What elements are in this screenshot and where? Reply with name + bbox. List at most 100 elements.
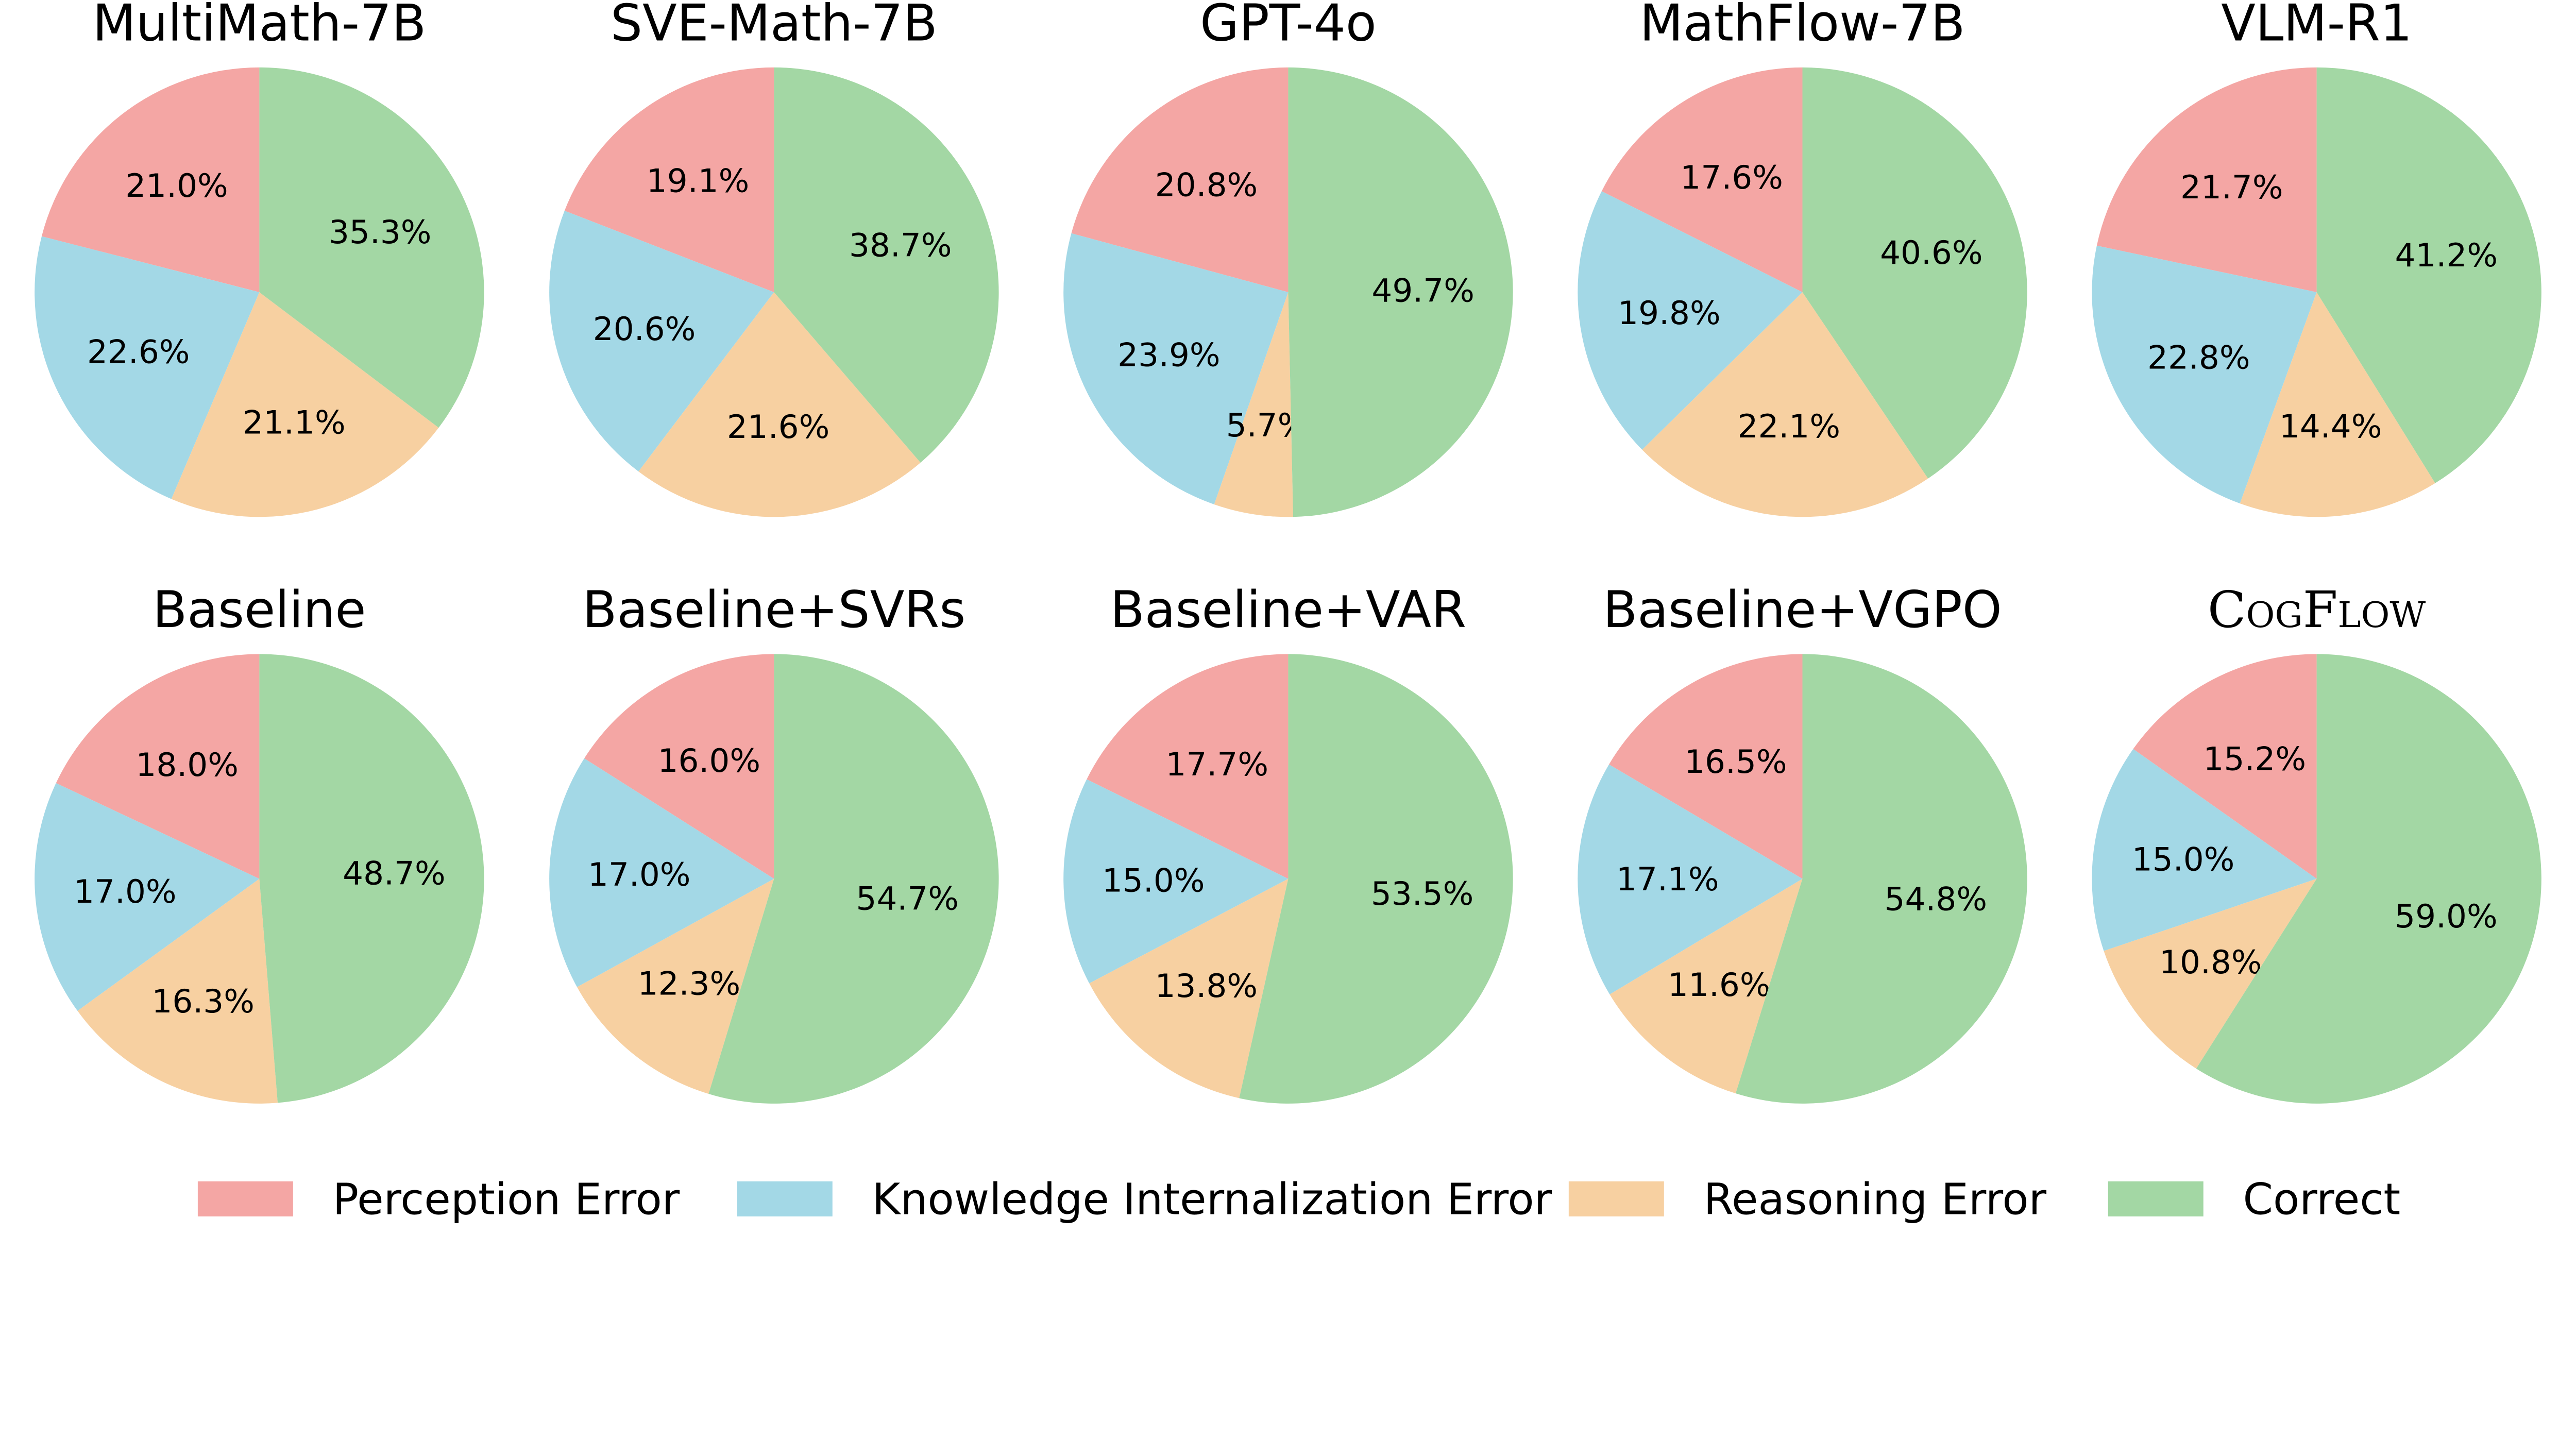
slice-label: 10.8% xyxy=(2159,943,2262,981)
slice-correct xyxy=(1288,67,1513,517)
slice-label: 22.6% xyxy=(87,333,190,370)
pie-baseline: Baseline 18.0% 17.0% 16.3% 48.7% xyxy=(35,581,484,1104)
legend-swatch xyxy=(1568,1181,1664,1216)
slice-label: 54.8% xyxy=(1885,880,1988,918)
slice-label: 16.0% xyxy=(658,742,760,780)
slice-label: 40.6% xyxy=(1880,234,1983,272)
slice-label: 15.0% xyxy=(1102,861,1205,899)
slice-label: 17.7% xyxy=(1166,746,1269,783)
pie-title: MathFlow-7B xyxy=(1640,0,1965,53)
slice-label: 17.6% xyxy=(1680,159,1783,196)
pie-title: Baseline+SVRs xyxy=(582,581,965,639)
pie-sve-math-7b: SVE-Math-7B 19.1% 20.6% 21.6% 38.7% xyxy=(549,0,999,517)
slice-label: 19.1% xyxy=(647,162,749,200)
legend-label: Correct xyxy=(2243,1174,2401,1225)
slice-perception-error xyxy=(2133,654,2317,879)
pie-chart-grid: MultiMath-7B 21.0% 22.6% 21.1% 35.3% SVE-Math… xyxy=(35,0,2541,1225)
slice-correct xyxy=(1239,654,1513,1104)
slice-reasoning-error xyxy=(171,292,439,517)
slice-correct xyxy=(1802,67,2027,479)
slice-label: 14.4% xyxy=(2279,408,2382,445)
slice-reasoning-error xyxy=(1214,292,1294,517)
slice-correct xyxy=(1735,654,2027,1104)
slice-reasoning-error xyxy=(1089,878,1289,1098)
slice-perception-error xyxy=(1087,654,1289,879)
pie-cogflow: CogFlow 15.2% 15.0% 10.8% 59.0% xyxy=(2092,581,2541,1104)
slice-correct xyxy=(708,654,999,1104)
legend-swatch xyxy=(737,1181,833,1216)
pie-title: Baseline xyxy=(152,581,366,639)
slice-knowledge-internalization-error xyxy=(1578,191,1803,450)
legend-swatch xyxy=(2108,1181,2204,1216)
pie-baseline-vgpo: Baseline+VGPO 16.5% 17.1% 11.6% 54.8% xyxy=(1578,581,2027,1104)
legend-label: Knowledge Internalization Error xyxy=(872,1174,1552,1225)
slice-correct xyxy=(259,654,484,1103)
slice-label: 16.5% xyxy=(1684,743,1787,781)
slice-reasoning-error xyxy=(2104,878,2317,1069)
slice-label: 41.2% xyxy=(2395,236,2498,274)
slice-reasoning-error xyxy=(1609,878,1803,1094)
slice-knowledge-internalization-error xyxy=(2092,245,2317,504)
slice-label: 12.3% xyxy=(638,965,741,1002)
slice-perception-error xyxy=(2096,67,2317,293)
slice-label: 21.0% xyxy=(125,167,228,205)
slice-correct xyxy=(2316,67,2541,483)
pie-title: VLM-R1 xyxy=(2221,0,2412,53)
pie-title: GPT-4o xyxy=(1200,0,1377,53)
slice-knowledge-internalization-error xyxy=(35,236,260,499)
slice-label: 23.9% xyxy=(1117,336,1220,374)
pie-multimath-7b: MultiMath-7B 21.0% 22.6% 21.1% 35.3% xyxy=(35,0,484,517)
slice-label: 21.1% xyxy=(243,403,345,441)
slice-label: 16.3% xyxy=(151,983,254,1020)
slice-knowledge-internalization-error xyxy=(1578,764,1803,995)
slice-reasoning-error xyxy=(638,292,921,517)
slice-perception-error xyxy=(1071,67,1289,293)
slice-label: 59.0% xyxy=(2395,898,2498,935)
slice-label: 54.7% xyxy=(856,880,958,918)
slice-knowledge-internalization-error xyxy=(1063,779,1289,984)
pie-title: MultiMath-7B xyxy=(93,0,427,53)
slice-label: 22.8% xyxy=(2147,339,2250,377)
slice-perception-error xyxy=(564,67,774,293)
slice-correct xyxy=(259,67,484,428)
slice-label: 15.0% xyxy=(2132,840,2235,878)
pie-vlm-r1: VLM-R1 21.7% 22.8% 14.4% 41.2% xyxy=(2092,0,2541,517)
slice-reasoning-error xyxy=(577,878,774,1094)
slice-label: 20.8% xyxy=(1155,166,1258,204)
slice-perception-error xyxy=(1601,67,1803,293)
slice-label: 17.1% xyxy=(1616,860,1719,898)
slice-label: 18.0% xyxy=(135,746,239,784)
pie-title: Baseline+VAR xyxy=(1110,581,1466,639)
slice-label: 22.1% xyxy=(1738,408,1841,445)
slice-perception-error xyxy=(584,654,774,879)
slice-reasoning-error xyxy=(1642,292,1928,517)
slice-reasoning-error xyxy=(77,878,278,1104)
slice-knowledge-internalization-error xyxy=(2092,749,2317,951)
pie-baseline-var: Baseline+VAR 17.7% 15.0% 13.8% 53.5% xyxy=(1063,581,1513,1104)
legend: Perception Error Knowledge Internalizatio… xyxy=(197,1174,2401,1225)
slice-label: 20.6% xyxy=(593,310,696,348)
slice-label: 13.8% xyxy=(1155,967,1258,1005)
slice-label: 11.6% xyxy=(1668,966,1770,1004)
slice-label: 49.7% xyxy=(1371,272,1475,310)
slice-correct xyxy=(774,67,999,463)
legend-label: Reasoning Error xyxy=(1704,1174,2047,1225)
legend-label: Perception Error xyxy=(333,1174,680,1225)
slice-label: 15.2% xyxy=(2204,740,2307,778)
slice-label: 17.0% xyxy=(74,873,177,910)
pie-title: CogFlow xyxy=(2208,581,2426,639)
slice-label: 21.7% xyxy=(2180,168,2283,206)
slice-perception-error xyxy=(41,67,260,293)
pie-mathflow-7b: MathFlow-7B 17.6% 19.8% 22.1% 40.6% xyxy=(1578,0,2027,517)
slice-label: 21.6% xyxy=(727,408,829,446)
slice-perception-error xyxy=(56,654,260,879)
slice-label: 48.7% xyxy=(343,854,446,892)
slice-knowledge-internalization-error xyxy=(1063,233,1289,504)
slice-reasoning-error xyxy=(2240,292,2435,517)
pie-baseline-svrs: Baseline+SVRs 16.0% 17.0% 12.3% 54.7% xyxy=(549,581,999,1104)
slice-perception-error xyxy=(1609,654,1803,879)
pie-title: Baseline+VGPO xyxy=(1603,581,2002,639)
slice-knowledge-internalization-error xyxy=(35,783,260,1011)
slice-label: 19.8% xyxy=(1618,294,1721,332)
